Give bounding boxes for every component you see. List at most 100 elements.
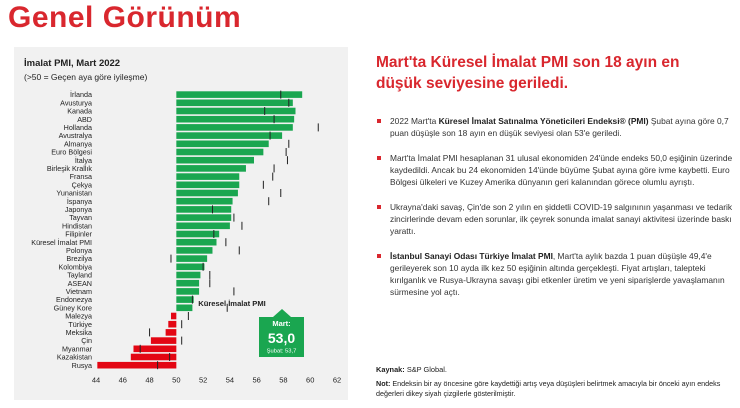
bar [150,337,177,344]
bar [176,206,232,213]
callout-label: Küresel İmalat PMI [198,299,266,308]
bullet-square-icon [377,205,381,209]
x-tick-label: 48 [145,375,153,384]
x-tick-label: 50 [172,375,180,384]
bar [176,165,246,172]
category-label: Almanya [64,139,92,148]
bar [176,214,232,221]
bar [176,288,200,295]
bar [176,173,240,180]
category-label: Polonya [66,246,92,255]
bar [97,361,177,369]
chart-subtitle: (>50 = Geçen aya göre iyileşme) [24,72,148,82]
bullet-item: Mart'ta İmalat PMI hesaplanan 31 ulusal … [376,152,736,188]
note-line: Not: Endeksin bir ay öncesine göre kayde… [376,379,721,398]
category-label: Güney Kore [54,303,92,312]
category-label: Yunanistan [56,189,92,198]
headline: Mart'ta Küresel İmalat PMI son 18 ayın e… [376,54,680,92]
category-label: Myanmar [62,344,93,353]
callout-prev: Şubat: 53,7 [267,349,297,355]
bullet-square-icon [377,119,381,123]
category-label: Tayvan [69,213,92,222]
callout-value: 53,0 [268,330,295,346]
category-label: Tayland [67,271,92,280]
bar [170,312,177,320]
category-label: Malezya [65,312,92,321]
bar [176,263,205,271]
category-label: ASEAN [68,279,92,288]
bar [176,222,230,230]
chart-panel: İmalat PMI, Mart 2022 (>50 = Geçen aya g… [14,47,348,400]
bar [176,271,201,279]
pmi-bar-chart: İrlandaAvusturyaKanadaABDHollandaAvustra… [31,90,341,384]
category-label: Hindistan [62,221,92,230]
bar [176,247,213,254]
bar [176,296,194,303]
category-label: ABD [77,115,92,124]
category-label: İtalya [75,156,92,165]
x-tick-label: 56 [252,375,260,384]
bullet-list: 2022 Mart'ta Küresel İmalat Satınalma Yö… [376,115,736,311]
category-label: Türkiye [68,320,92,329]
category-label: İrlanda [70,90,92,99]
bar [176,189,238,197]
chart-title: İmalat PMI, Mart 2022 [24,58,121,69]
category-label: Çekya [72,180,92,189]
category-label: Rusya [72,361,92,370]
category-label: Küresel İmalat PMI [31,238,92,247]
bar [133,345,177,353]
bar [176,124,293,131]
bar [176,230,220,238]
category-label: Brezilya [66,254,92,263]
page-title: Genel Görünüm [8,1,242,34]
category-label: Filipinler [65,230,92,239]
category-label: Euro Bölgesi [51,148,92,157]
x-tick-label: 44 [92,375,100,384]
x-tick-label: 52 [199,375,207,384]
x-tick-label: 46 [119,375,127,384]
category-label: Birleşik Krallık [47,164,93,173]
x-tick-label: 62 [333,375,341,384]
category-label: Kanada [67,107,92,116]
callout-title: Mart: [272,319,290,328]
category-label: Hollanda [64,123,92,132]
bar [176,107,296,115]
category-label: Japonya [65,205,92,214]
category-label: Kazakistan [57,353,92,362]
bar [176,91,303,98]
bullet-item: 2022 Mart'ta Küresel İmalat Satınalma Yö… [376,115,736,139]
bullet-square-icon [377,156,381,160]
bar [176,115,295,123]
category-label: Fransa [70,172,92,181]
bar [176,156,254,164]
category-label: İspanya [67,197,92,206]
bar [176,255,208,262]
bar [176,279,200,287]
bar [165,329,177,336]
bar [176,238,217,246]
x-tick-label: 58 [279,375,287,384]
x-tick-label: 54 [226,375,234,384]
category-label: Çin [81,336,92,345]
bar [168,320,177,328]
category-label: Meksika [66,328,92,337]
bar [176,197,233,205]
callout-box [259,309,304,357]
category-label: Avustralya [59,131,92,140]
bar [176,140,269,148]
category-label: Vietnam [66,287,92,296]
bullet-item: Ukrayna'daki savaş, Çin'de son 2 yılın e… [376,201,736,237]
bullet-square-icon [377,254,381,258]
bar [176,148,264,156]
category-label: Kolombiya [58,262,92,271]
bar [176,304,193,312]
category-label: Endonezya [56,295,92,304]
bullet-item: İstanbul Sanayi Odası Türkiye İmalat PMI… [376,250,736,298]
source-line: Kaynak: S&P Global. [376,365,447,374]
bar [130,353,177,361]
bar [176,181,240,189]
x-tick-label: 60 [306,375,314,384]
category-label: Avusturya [60,98,92,107]
bar [176,132,283,139]
bar [176,99,293,107]
